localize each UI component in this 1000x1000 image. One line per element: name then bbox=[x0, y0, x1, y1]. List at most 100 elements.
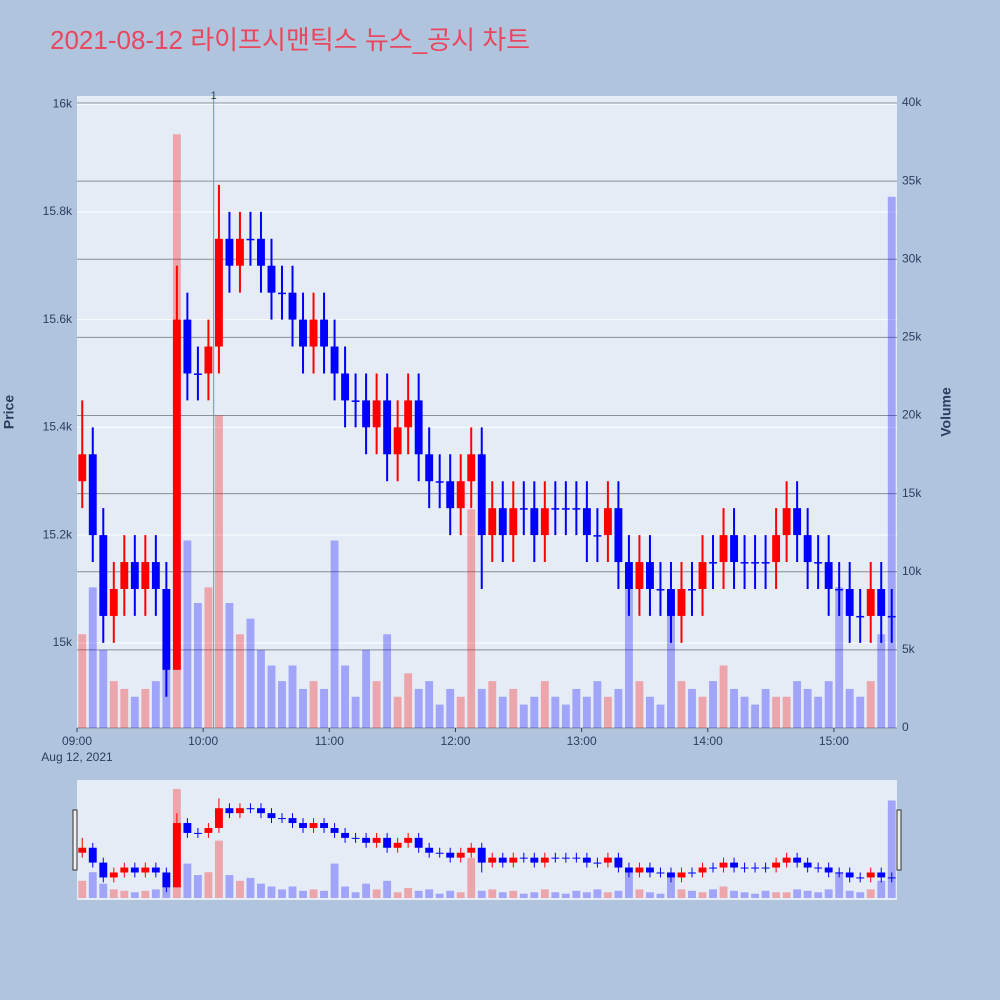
volume-bar bbox=[635, 681, 644, 728]
volume-bar bbox=[793, 681, 802, 728]
volume-bar bbox=[330, 540, 339, 728]
volume-bar bbox=[278, 681, 286, 728]
slider-candle-body bbox=[656, 872, 665, 874]
slider-volume-bar bbox=[530, 892, 539, 898]
slider-handle-right[interactable] bbox=[896, 809, 902, 871]
slider-volume-bar bbox=[446, 890, 455, 898]
candle-body bbox=[656, 588, 665, 591]
slider-volume-bar bbox=[330, 863, 339, 898]
slider-candle-body bbox=[109, 872, 118, 878]
y-tick-label: 16k bbox=[53, 96, 73, 110]
slider-candle-body bbox=[593, 862, 602, 864]
slider-candle-body bbox=[667, 872, 675, 878]
candle-body bbox=[488, 508, 497, 536]
volume-bar bbox=[509, 688, 518, 728]
volume-bar bbox=[383, 634, 392, 728]
chart-title: 2021-08-12 라이프시맨틱스 뉴스_공시 차트 bbox=[50, 25, 530, 55]
volume-bar bbox=[835, 587, 844, 728]
slider-candle-body bbox=[456, 852, 465, 858]
candle-body bbox=[393, 427, 402, 455]
candle-body bbox=[730, 535, 738, 563]
candle-body bbox=[383, 400, 392, 455]
slider-candle-body bbox=[130, 867, 139, 873]
candle-body bbox=[404, 400, 413, 428]
candle-body bbox=[814, 562, 823, 564]
slider-volume-bar bbox=[509, 890, 518, 898]
slider-volume-bar bbox=[740, 892, 749, 898]
slider-volume-bar bbox=[236, 880, 244, 898]
slider-volume-bar bbox=[309, 889, 318, 898]
y2-tick-label: 5k bbox=[902, 642, 916, 656]
slider-volume-bar bbox=[372, 889, 381, 898]
slider-candle-body bbox=[393, 842, 402, 848]
volume-bar bbox=[362, 649, 371, 728]
x-tick-label: 12:00 bbox=[440, 734, 470, 748]
slider-volume-bar bbox=[519, 893, 528, 898]
volume-bar bbox=[603, 696, 612, 728]
candle-body bbox=[740, 562, 749, 564]
volume-bar bbox=[151, 681, 160, 728]
candle-body bbox=[425, 454, 434, 482]
slider-candle-body bbox=[99, 862, 108, 878]
slider-candle-body bbox=[299, 823, 307, 828]
slider-candle-body bbox=[246, 808, 255, 810]
volume-bar bbox=[866, 681, 875, 728]
slider-candle-body bbox=[467, 847, 476, 853]
x-tick-label: 13:00 bbox=[567, 734, 597, 748]
slider-handle-left[interactable] bbox=[72, 809, 78, 871]
slider-volume-bar bbox=[414, 890, 423, 898]
volume-bar bbox=[393, 696, 402, 728]
volume-bar bbox=[740, 696, 749, 728]
candle-body bbox=[130, 562, 139, 589]
y2-tick-label: 0 bbox=[902, 720, 909, 734]
slider-candle-body bbox=[477, 847, 486, 863]
slider-candle-body bbox=[561, 857, 570, 859]
x-tick-label: 15:00 bbox=[819, 734, 849, 748]
slider-volume-bar bbox=[635, 889, 644, 898]
volume-bar bbox=[236, 634, 244, 728]
candle-body bbox=[793, 508, 802, 536]
slider-candle-body bbox=[519, 857, 528, 859]
slider-volume-bar bbox=[582, 892, 591, 898]
x-tick-label: 14:00 bbox=[693, 734, 723, 748]
volume-bar bbox=[530, 696, 539, 728]
volume-bar bbox=[656, 704, 665, 728]
slider-candle-body bbox=[446, 852, 455, 858]
slider-candle-body bbox=[730, 862, 738, 868]
slider-candle-body bbox=[856, 877, 865, 879]
slider-candle-body bbox=[362, 837, 371, 843]
slider-volume-bar bbox=[193, 875, 202, 898]
candle-body bbox=[561, 508, 570, 510]
volume-bar bbox=[856, 696, 865, 728]
y-tick-label: 15.2k bbox=[43, 527, 73, 541]
slider-volume-bar bbox=[561, 893, 570, 898]
volume-bar bbox=[845, 688, 854, 728]
slider-candle-body bbox=[877, 872, 886, 878]
volume-bar bbox=[667, 603, 675, 728]
volume-bar bbox=[120, 688, 129, 728]
slider-candle-body bbox=[530, 857, 539, 863]
candle-body bbox=[362, 400, 371, 428]
slider-candle-body bbox=[120, 867, 129, 873]
volume-bar bbox=[214, 415, 223, 728]
slider-candle-body bbox=[351, 837, 360, 839]
volume-bar bbox=[78, 634, 87, 728]
slider-volume-bar bbox=[383, 880, 392, 898]
range-slider[interactable] bbox=[77, 780, 897, 900]
slider-volume-bar bbox=[257, 883, 265, 898]
slider-candle-body bbox=[646, 867, 654, 873]
candle-body bbox=[845, 588, 854, 616]
y2-tick-label: 40k bbox=[902, 95, 922, 109]
volume-bar bbox=[572, 688, 581, 728]
slider-candle-body bbox=[540, 857, 549, 863]
slider-candle-body bbox=[688, 872, 696, 874]
volume-bar bbox=[709, 681, 717, 728]
slider-volume-bar bbox=[793, 889, 802, 898]
slider-candle-body bbox=[404, 837, 413, 843]
slider-candle-body bbox=[603, 857, 612, 863]
slider-candle-body bbox=[162, 872, 171, 888]
slider-volume-bar bbox=[719, 886, 728, 898]
slider-volume-bar bbox=[162, 886, 171, 898]
slider-candle-body bbox=[719, 862, 728, 868]
